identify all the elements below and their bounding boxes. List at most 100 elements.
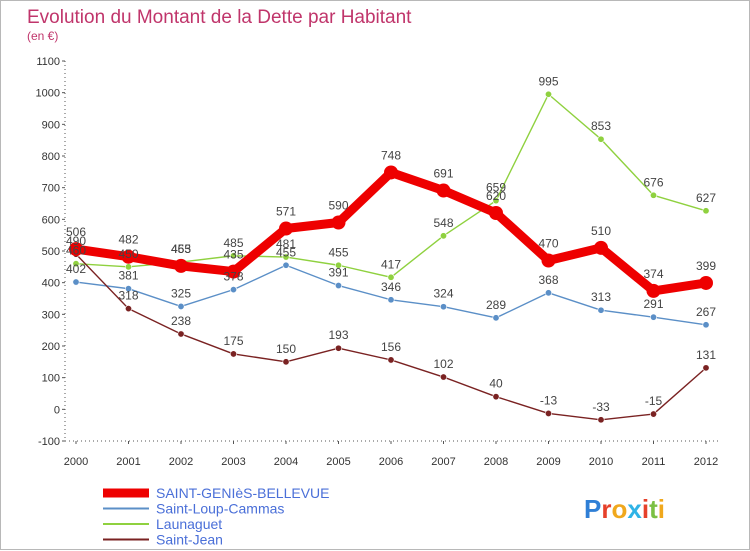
data-label: 470 <box>538 237 558 251</box>
data-point <box>331 215 346 230</box>
data-label: 238 <box>171 314 191 328</box>
data-label: 748 <box>381 148 401 162</box>
data-label: 510 <box>591 224 611 238</box>
data-point <box>177 302 185 310</box>
data-point <box>492 197 500 205</box>
data-label: 381 <box>118 269 138 283</box>
data-label: 346 <box>381 280 401 294</box>
x-tick-label: 2004 <box>274 456 298 468</box>
data-point <box>125 305 133 313</box>
data-labels: 506 482 453 435 571 590 748 691 620 470 510 374 399 4… <box>66 74 716 414</box>
data-label: 571 <box>276 205 296 219</box>
y-tick-label: -100 <box>38 436 60 448</box>
y-tick-label: 500 <box>42 246 60 258</box>
data-label: 590 <box>328 199 348 213</box>
data-point <box>230 286 238 294</box>
legend-label: Saint-Jean <box>156 532 223 548</box>
data-point <box>226 264 241 279</box>
y-tick-label: 700 <box>42 183 60 195</box>
data-label: 627 <box>696 191 716 205</box>
data-point <box>702 207 710 215</box>
data-label: 150 <box>276 342 296 356</box>
data-point <box>544 409 552 417</box>
data-point <box>384 165 398 180</box>
data-label: 102 <box>433 357 453 371</box>
data-point <box>594 240 608 255</box>
x-tick-label: 2010 <box>589 456 613 468</box>
data-label: 131 <box>696 348 716 362</box>
x-tick-label: 2005 <box>326 456 350 468</box>
y-tick-label: 0 <box>54 404 60 416</box>
data-label: 289 <box>486 298 506 312</box>
y-tick-label: 1000 <box>36 88 60 100</box>
data-label: 453 <box>171 242 191 256</box>
data-point <box>699 275 713 290</box>
series-saint-geni-s-bellevue <box>69 165 713 298</box>
data-label: 156 <box>381 340 401 354</box>
x-tick-label: 2006 <box>379 456 403 468</box>
data-label: 548 <box>433 216 453 230</box>
chart-title: Evolution du Montant de la Dette par Hab… <box>27 7 412 28</box>
data-point <box>387 296 395 304</box>
legend-label: SAINT-GENIèS-BELLEVUE <box>156 485 330 501</box>
data-label: 402 <box>66 262 86 276</box>
data-label: -15 <box>645 394 663 408</box>
y-tick-label: 600 <box>42 214 60 226</box>
data-point <box>646 283 661 298</box>
data-point <box>439 373 447 381</box>
data-label: 267 <box>696 305 716 319</box>
data-point <box>439 232 447 240</box>
data-point <box>492 314 500 322</box>
x-tick-label: 2001 <box>116 456 140 468</box>
legend-label: Launaguet <box>156 516 222 532</box>
x-tick-label: 2011 <box>642 456 666 468</box>
series-launaguet <box>72 90 710 281</box>
data-point <box>282 253 290 261</box>
data-label: 482 <box>118 233 138 247</box>
data-point <box>69 242 83 257</box>
y-tick-label: 400 <box>42 278 60 290</box>
data-point <box>649 191 657 199</box>
legend-item: SAINT-GENIèS-BELLEVUE <box>103 485 330 501</box>
series-saint-jean <box>72 250 710 424</box>
data-point <box>492 393 500 401</box>
legend-item: Launaguet <box>103 516 222 532</box>
legend: SAINT-GENIèS-BELLEVUESaint-Loup-CammasLa… <box>103 485 330 548</box>
data-label: 417 <box>381 257 401 271</box>
data-point <box>282 358 290 366</box>
data-label: 378 <box>223 270 243 284</box>
data-label: 465 <box>171 242 191 256</box>
x-tick-label: 2000 <box>64 456 88 468</box>
legend-item: Saint-Jean <box>103 532 223 548</box>
data-point <box>72 278 80 286</box>
y-tick-label: 200 <box>42 341 60 353</box>
data-label: 481 <box>276 237 296 251</box>
data-label: 374 <box>643 267 663 281</box>
data-point <box>72 260 80 268</box>
data-label: 490 <box>66 234 86 248</box>
series-line <box>71 167 711 296</box>
data-point <box>174 258 188 273</box>
data-label: 676 <box>643 175 663 189</box>
x-tick-label: 2002 <box>169 456 193 468</box>
data-point <box>125 285 133 293</box>
data-label: 368 <box>538 273 558 287</box>
x-tick-label: 2009 <box>536 456 560 468</box>
data-point <box>121 249 136 264</box>
y-tick-label: 900 <box>42 119 60 131</box>
x-tick-label: 2007 <box>431 456 455 468</box>
data-point <box>387 273 395 281</box>
data-label: 435 <box>223 248 243 262</box>
data-point <box>649 313 657 321</box>
data-label: 450 <box>118 247 138 261</box>
unit-label: (en €) <box>27 29 58 43</box>
data-point <box>177 330 185 338</box>
data-label: 325 <box>171 286 191 300</box>
data-point <box>334 282 342 290</box>
data-label: 455 <box>328 245 348 259</box>
data-point <box>279 221 293 236</box>
y-tick-label: 800 <box>42 151 60 163</box>
data-point <box>597 306 605 314</box>
series-layer: 506 482 453 435 571 590 748 691 620 470 510 374 399 4… <box>66 74 716 424</box>
